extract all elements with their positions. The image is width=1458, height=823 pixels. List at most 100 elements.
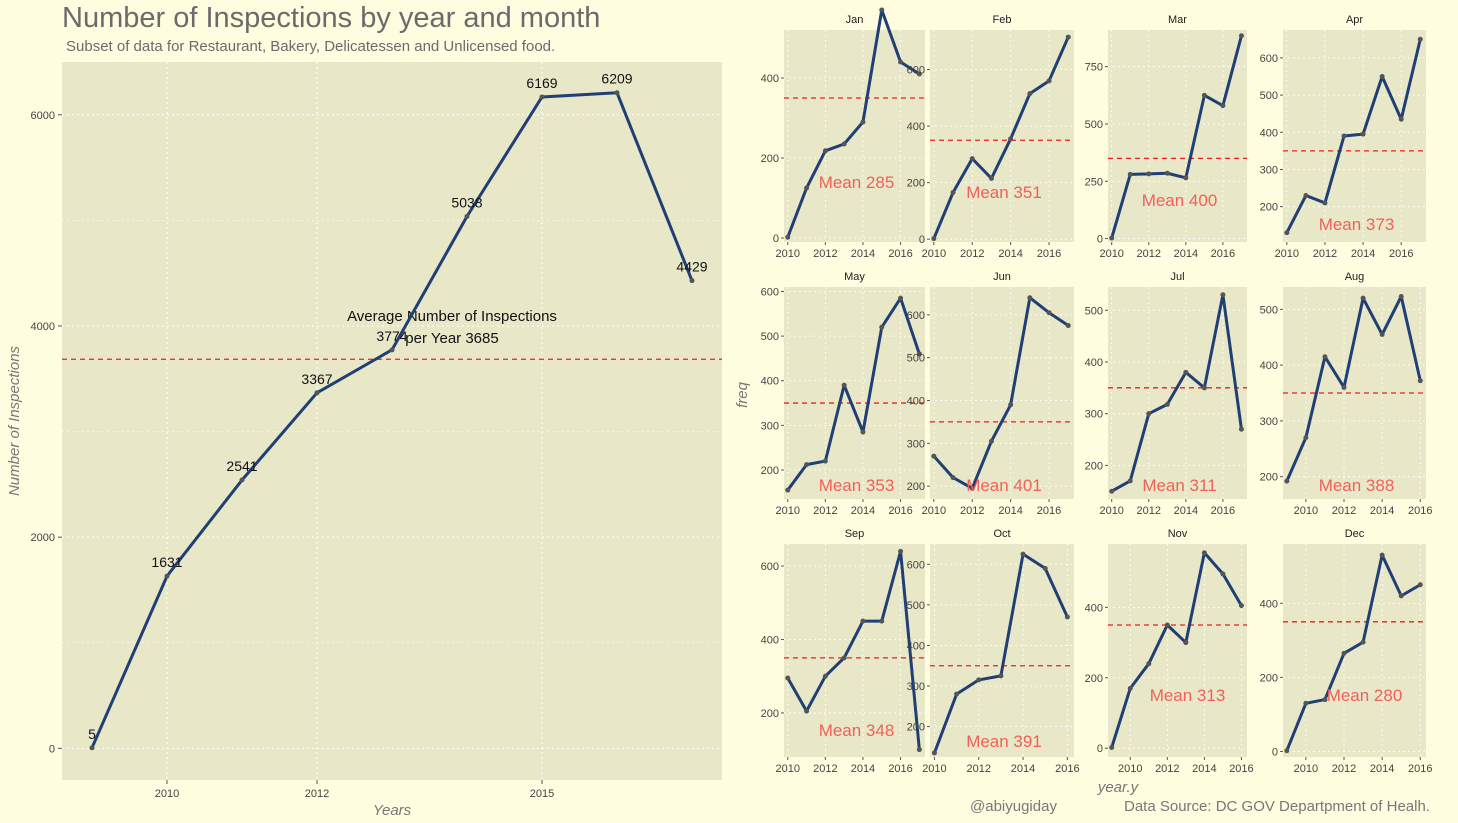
plot-panel [62,62,722,780]
x-tick-label: 2014 [1370,763,1394,775]
y-tick-label: 600 [907,65,925,77]
data-point [1146,411,1152,417]
x-tick-label: 2014 [1011,763,1035,775]
mean-label: Mean 388 [1319,476,1395,495]
data-point [89,745,95,751]
data-point [1398,116,1404,122]
x-tick-label: 2010 [776,763,800,775]
facet-panel-bg [784,544,925,757]
x-tick-label: 2010 [776,248,800,260]
y-tick-label: 200 [761,153,779,165]
series-line [1110,551,1243,748]
data-point [841,655,847,661]
data-point [1220,571,1226,577]
data-point [1008,402,1014,408]
page-title: Number of Inspections by year and month [62,2,601,34]
x-tick-label: 2010 [776,505,800,517]
facet-panel-bg [784,30,925,242]
y-tick-label: 600 [1260,53,1278,65]
facet-panel-bg [930,544,1074,757]
data-point [879,324,885,330]
data-point [1020,551,1026,557]
x-tick-label: 2012 [813,248,837,260]
y-tick-label: 0 [1097,234,1103,246]
data-point [1201,550,1207,556]
page-subtitle: Subset of data for Restaurant, Bakery, D… [66,38,556,55]
data-point [931,750,937,756]
y-tick-label: 200 [907,178,925,190]
data-point [1146,661,1152,667]
mean-label: Mean 280 [1327,686,1403,705]
x-tick-label: 2010 [1099,248,1123,260]
x-tick-label: 2010 [1294,763,1318,775]
y-tick-label: 400 [761,73,779,85]
y-tick-label: 2000 [31,532,55,544]
x-tick-label: 2012 [966,763,990,775]
x-tick-label: 2016 [1211,505,1235,517]
data-point [898,548,904,554]
data-point [822,148,828,154]
facet-strip-title: Jun [993,271,1011,283]
data-point [1322,200,1328,206]
mean-label: Mean 373 [1319,215,1395,234]
y-tick-label: 0 [919,234,925,246]
y-tick-label: 300 [1085,409,1103,421]
y-tick-label: 300 [1260,416,1278,428]
x-tick-label: 2012 [1332,505,1356,517]
x-tick-label: 2012 [1155,763,1179,775]
data-point [464,213,470,219]
data-label: 5038 [451,194,482,210]
x-tick-label: 2014 [1370,505,1394,517]
series-line [786,296,921,491]
y-tick-label: 400 [1085,602,1103,614]
y-tick-label: 300 [761,420,779,432]
series-line [932,296,1070,490]
y-tick-label: 500 [1260,304,1278,316]
facet-panel-may: May 200 300 400 500 600 2010 2012 2014 2016 Mean 3… [761,271,925,517]
x-tick-label: 2012 [813,505,837,517]
y-tick-label: 0 [773,233,779,245]
data-point [969,485,975,491]
data-point [916,351,922,357]
series-line [786,8,921,238]
y-tick-label: 400 [1260,360,1278,372]
y-tick-label: 400 [1085,357,1103,369]
data-point [804,185,810,191]
data-point [998,673,1004,679]
data-point [1303,435,1309,441]
x-tick-label: 2014 [998,248,1022,260]
facet-strip-title: May [844,271,865,283]
data-point [860,119,866,125]
x-tick-label: 2012 [960,248,984,260]
y-tick-label: 0 [1272,746,1278,758]
x-tick-label: 2012 [1137,248,1161,260]
x-tick-label: 2012 [813,763,837,775]
data-point [1360,639,1366,645]
y-tick-label: 400 [761,376,779,388]
facet-panel-feb: Feb 0 200 400 600 2010 2012 2014 2016 Mean 351 [907,14,1074,260]
series-line [786,549,921,750]
y-tick-label: 400 [761,634,779,646]
facet-panel-nov: Nov 0 200 400 2010 2012 2014 2016 Mean 313 [1085,528,1254,775]
y-tick-label: 400 [1260,598,1278,610]
x-tick-label: 2015 [530,788,554,800]
mean-label: Mean 391 [966,732,1042,751]
facet-strip-title: Nov [1168,528,1188,540]
data-point [1398,593,1404,599]
facet-strip-title: Jan [846,14,864,26]
data-point [1379,552,1385,558]
y-tick-label: 600 [761,286,779,298]
facet-panel-jun: Jun 200 300 400 500 600 2010 2012 2014 2016 Mean 4… [907,271,1074,517]
y-tick-label: 750 [1085,62,1103,74]
data-point [1303,700,1309,706]
data-point [785,234,791,240]
y-tick-label: 600 [907,559,925,571]
y-tick-label: 0 [49,743,55,755]
facet-panel-dec: Dec 0 200 400 2010 2012 2014 2016 Mean 280 [1260,528,1433,775]
facet-panel-jan: Jan 0 200 400 2010 2012 2014 2016 Mean 285 [761,7,925,260]
y-tick-label: 4000 [31,321,55,333]
y-tick-label: 250 [1085,176,1103,188]
y-tick-label: 400 [907,121,925,133]
x-tick-label: 2014 [851,248,875,260]
data-label: 1631 [151,554,182,570]
